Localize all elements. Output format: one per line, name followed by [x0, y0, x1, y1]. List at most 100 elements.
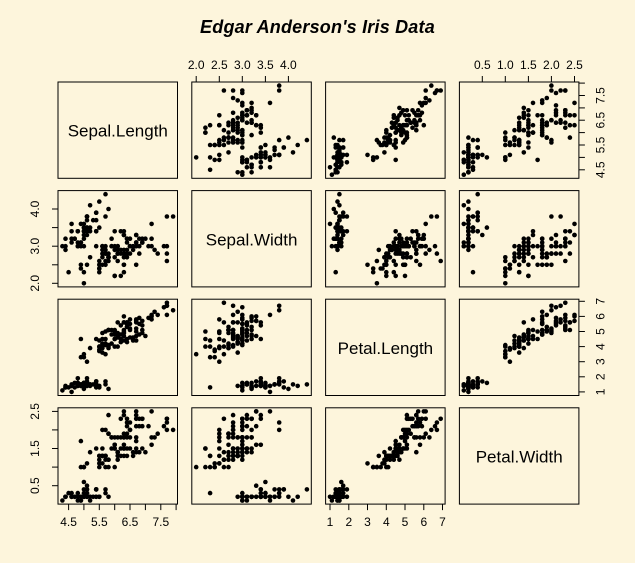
- point: [93, 229, 99, 234]
- point: [563, 240, 568, 245]
- left-axis-Sepal.Width: 2.0 3.0 4.0: [28, 200, 58, 292]
- point: [393, 446, 399, 451]
- point: [81, 243, 87, 249]
- point: [516, 247, 522, 253]
- point: [507, 262, 513, 268]
- point: [240, 427, 245, 433]
- point: [78, 336, 84, 342]
- point: [97, 338, 102, 343]
- point: [404, 442, 410, 448]
- point: [466, 221, 471, 227]
- point: [276, 376, 282, 381]
- point: [335, 160, 340, 165]
- point: [393, 157, 399, 163]
- point: [384, 269, 389, 275]
- point: [115, 457, 120, 463]
- point: [75, 229, 81, 234]
- point: [380, 461, 385, 466]
- point: [240, 117, 245, 123]
- point: [97, 348, 102, 354]
- point: [419, 110, 425, 116]
- point: [340, 232, 346, 238]
- point: [203, 336, 208, 342]
- point: [78, 498, 84, 503]
- point: [466, 225, 471, 230]
- point: [253, 113, 259, 118]
- point: [230, 320, 236, 325]
- point: [558, 214, 563, 219]
- point: [526, 240, 531, 245]
- point: [399, 243, 404, 249]
- point: [553, 90, 559, 96]
- point: [521, 243, 527, 249]
- point: [276, 490, 282, 496]
- point: [112, 332, 117, 337]
- point: [391, 449, 397, 455]
- point: [112, 446, 117, 451]
- point: [530, 243, 536, 249]
- point: [340, 490, 346, 496]
- point: [221, 142, 227, 148]
- point: [391, 142, 397, 148]
- point: [203, 344, 208, 349]
- point: [553, 232, 559, 238]
- point: [376, 247, 382, 253]
- point: [400, 254, 406, 260]
- point: [415, 409, 421, 414]
- point: [276, 420, 282, 425]
- point: [217, 329, 222, 334]
- point: [93, 243, 99, 249]
- point: [327, 165, 333, 170]
- point: [240, 160, 245, 165]
- point: [258, 487, 264, 492]
- point: [207, 453, 213, 459]
- point: [337, 487, 342, 492]
- point: [230, 423, 236, 429]
- point: [212, 157, 217, 163]
- point: [397, 247, 402, 253]
- diagonal-cell-Sepal.Length: Sepal.Length: [57, 81, 178, 179]
- point: [544, 95, 550, 101]
- point: [333, 170, 339, 175]
- point: [434, 214, 440, 219]
- panel-border: [458, 190, 580, 288]
- point: [121, 409, 127, 414]
- point: [106, 251, 111, 256]
- point: [253, 494, 259, 500]
- point: [87, 498, 93, 503]
- point: [226, 345, 231, 351]
- point: [230, 122, 236, 128]
- point: [267, 383, 273, 389]
- point: [393, 438, 399, 444]
- point: [103, 262, 108, 268]
- point: [235, 453, 240, 459]
- point: [230, 457, 236, 463]
- top-axis-Sepal.Width: 2.0 2.5 3.0 3.5 4.0: [188, 58, 297, 82]
- point: [146, 423, 151, 429]
- point: [516, 269, 522, 275]
- point: [412, 120, 417, 125]
- point: [240, 321, 245, 327]
- point: [235, 170, 240, 175]
- point: [410, 416, 415, 422]
- point: [389, 453, 395, 459]
- point: [217, 427, 222, 433]
- point: [240, 438, 245, 444]
- point: [133, 446, 139, 451]
- point: [121, 254, 127, 260]
- point: [244, 412, 250, 418]
- point: [304, 382, 310, 387]
- point: [333, 225, 339, 230]
- point: [544, 329, 550, 334]
- panel-border: [191, 81, 312, 179]
- point: [87, 254, 93, 260]
- point: [414, 423, 419, 429]
- point: [512, 254, 517, 260]
- point: [281, 145, 287, 150]
- point: [421, 435, 427, 440]
- point: [193, 351, 199, 357]
- point: [66, 490, 71, 496]
- point: [244, 498, 250, 503]
- point: [382, 449, 387, 455]
- point: [137, 315, 142, 321]
